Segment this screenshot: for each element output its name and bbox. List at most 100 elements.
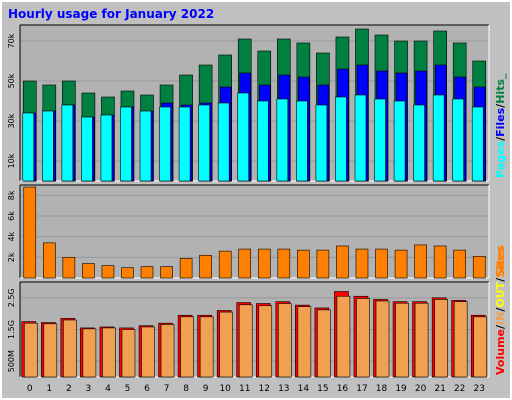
- series-in: [23, 295, 488, 378]
- bar-sites-23: [472, 255, 486, 279]
- panel1-side-part: Pages: [494, 140, 507, 178]
- bar-in-22: [453, 301, 468, 378]
- x-tick-label: 10: [219, 384, 231, 394]
- x-tick-label: 2: [66, 384, 72, 394]
- bar-pages-10: [217, 102, 230, 182]
- panel1-side-part: Hits_: [494, 73, 507, 104]
- bar-in-14: [297, 306, 312, 378]
- panel3-side-text: Volume/IN/OUT/Sites: [494, 246, 507, 375]
- bar-sites-4: [101, 265, 115, 279]
- bar-in-8: [180, 316, 194, 378]
- bar-in-6: [141, 326, 155, 378]
- bar-in-3: [82, 328, 97, 378]
- y-tick-label: 2.5G: [7, 288, 16, 307]
- bar-sites-15: [316, 249, 330, 279]
- bar-in-7: [160, 324, 175, 378]
- y-tick-label: 30k: [7, 113, 16, 128]
- bar-sites-3: [82, 263, 95, 279]
- bar-pages-7: [159, 106, 171, 182]
- x-tick-label: 23: [474, 384, 485, 394]
- x-tick-label: 17: [356, 384, 367, 394]
- bar-sites-22: [453, 249, 466, 279]
- panel1-side-label: Pages/Files/Hits_: [494, 73, 507, 178]
- bar-in-10: [219, 311, 233, 378]
- bar-pages-2: [61, 104, 74, 182]
- bar-pages-22: [452, 98, 464, 182]
- panel2-side-text: Sites: [494, 245, 507, 276]
- bar-sites-18: [375, 248, 388, 279]
- bar-pages-8: [178, 106, 191, 182]
- panel3-side-part: /: [494, 277, 507, 282]
- y-tick-label: 8k: [7, 190, 16, 200]
- x-tick-label: 0: [27, 384, 33, 394]
- bar-sites-5: [121, 267, 134, 279]
- x-tick-label: 22: [454, 384, 465, 394]
- bar-pages-14: [296, 100, 308, 182]
- bar-in-2: [63, 319, 77, 378]
- bar-pages-15: [315, 104, 328, 182]
- bar-in-5: [121, 329, 136, 378]
- panel1-side-part: /: [494, 136, 507, 141]
- bar-in-15: [317, 309, 331, 378]
- x-tick-label: 4: [105, 384, 111, 394]
- bar-pages-18: [374, 98, 386, 182]
- bar-pages-11: [237, 92, 250, 182]
- x-tick-label: 9: [203, 384, 209, 394]
- bar-pages-20: [413, 104, 425, 182]
- bar-sites-14: [297, 249, 310, 279]
- bar-sites-16: [336, 245, 349, 279]
- x-tick-label: 12: [259, 384, 270, 394]
- y-tick-label: 10k: [7, 153, 16, 168]
- bar-pages-5: [120, 106, 132, 182]
- panel1-side-part: Files: [494, 107, 507, 137]
- plot-area-1: [20, 25, 489, 181]
- series-pages: [22, 92, 484, 182]
- panel3-side-part: Sites: [494, 246, 507, 277]
- y-tick-label: 50k: [7, 73, 16, 88]
- bar-sites-8: [179, 258, 193, 279]
- bar-in-4: [102, 327, 116, 378]
- bar-in-21: [434, 299, 448, 378]
- plot-area-2: [20, 185, 489, 278]
- bar-pages-3: [81, 116, 93, 182]
- bar-sites-10: [218, 250, 232, 279]
- bar-sites-11: [238, 248, 252, 279]
- panel3-side-part: Volume: [494, 329, 507, 375]
- panel2-side-label: Sites: [494, 245, 507, 276]
- bar-pages-17: [354, 94, 367, 182]
- bar-pages-23: [471, 106, 484, 182]
- panel2-side-part: Sites: [494, 245, 507, 276]
- x-tick-label: 3: [86, 384, 92, 394]
- panel3-side-part: OUT: [494, 281, 507, 307]
- x-tick-label: 15: [317, 384, 328, 394]
- bar-pages-4: [100, 114, 113, 182]
- x-tick-label: 11: [239, 384, 250, 394]
- x-tick-label: 13: [278, 384, 289, 394]
- bar-in-16: [336, 295, 351, 378]
- bar-in-17: [356, 298, 370, 378]
- bar-pages-6: [139, 110, 152, 182]
- y-tick-label: 6k: [7, 211, 16, 221]
- bar-in-0: [23, 322, 38, 378]
- y-tick-label: 4k: [7, 231, 16, 241]
- panel3-side-part: /: [494, 324, 507, 329]
- x-tick-label: 18: [376, 384, 388, 394]
- bar-pages-16: [335, 96, 347, 182]
- bar-sites-19: [394, 249, 408, 279]
- x-tick-label: 5: [125, 384, 131, 394]
- bar-pages-0: [22, 112, 35, 182]
- panel3-side-part: IN: [494, 312, 507, 325]
- x-tick-label: 19: [395, 384, 407, 394]
- x-tick-label: 6: [144, 384, 150, 394]
- panel1-side-part: /: [494, 103, 507, 108]
- x-tick-label: 21: [434, 384, 445, 394]
- y-tick-label: 500M: [7, 350, 16, 372]
- x-tick-label: 14: [298, 384, 310, 394]
- bar-in-1: [43, 323, 58, 378]
- bar-in-23: [473, 316, 488, 378]
- bar-in-12: [258, 305, 273, 378]
- x-tick-label: 1: [46, 384, 52, 394]
- bar-sites-13: [277, 248, 291, 279]
- bar-sites-7: [160, 266, 173, 279]
